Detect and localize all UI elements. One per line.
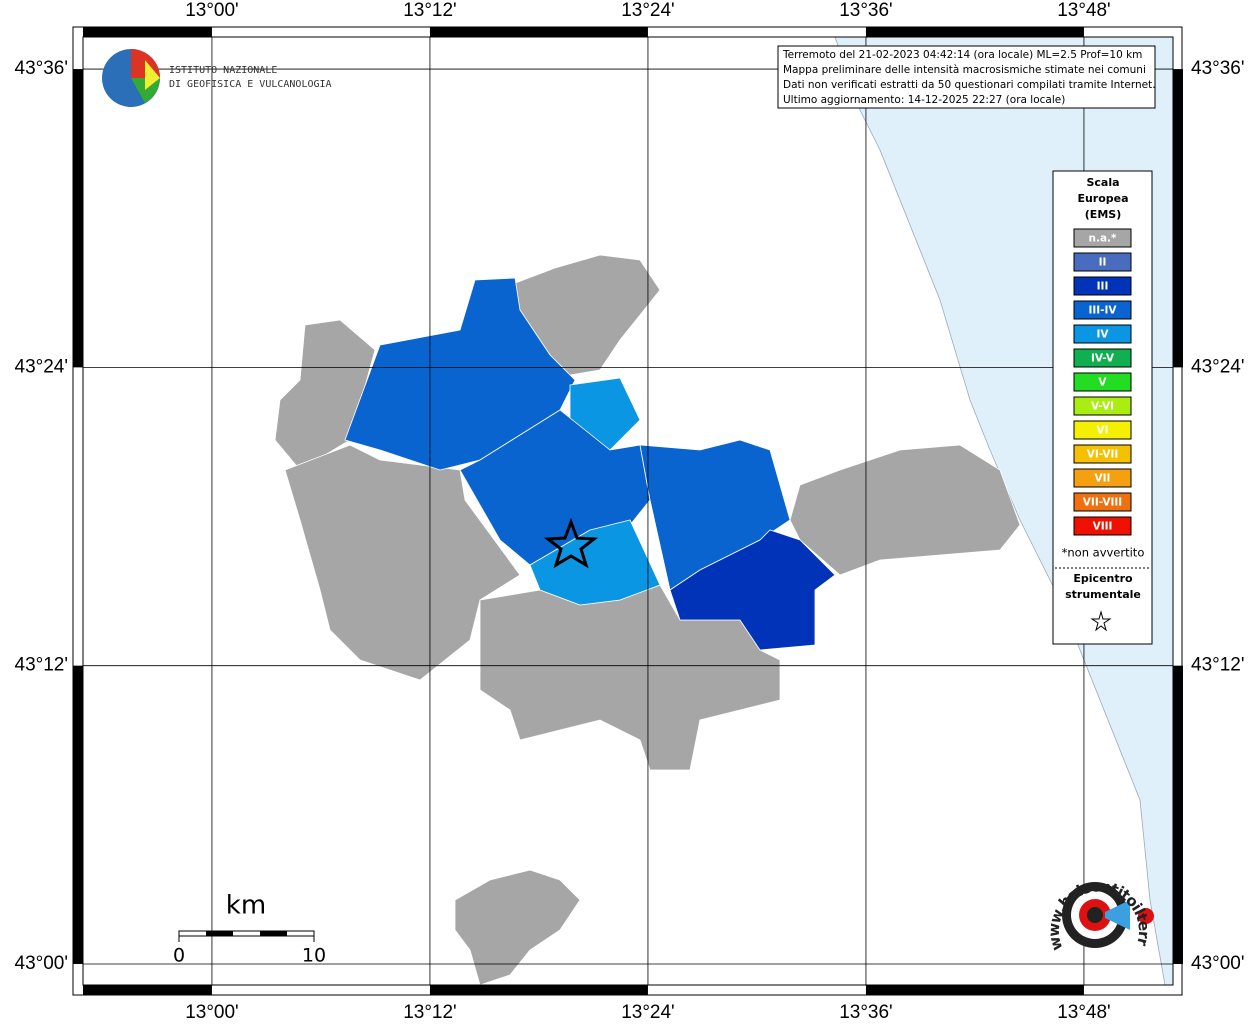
- frame-bar: [865, 27, 1084, 37]
- legend-star: [1090, 610, 1112, 632]
- lon-tick-label: 13°48': [1057, 0, 1111, 21]
- municipality: [454, 869, 581, 986]
- frame-bar: [429, 985, 648, 995]
- frame-bar: [73, 69, 83, 368]
- frame-bar: [429, 27, 648, 37]
- legend-swatch: [1073, 468, 1132, 488]
- lat-tick-label: 43°12': [15, 655, 69, 676]
- legend-label: n.a.*: [1088, 233, 1117, 245]
- lat-tick-label: 43°00': [1191, 953, 1245, 974]
- logo-ring: [1087, 907, 1103, 923]
- legend: Scala Europea (EMS) *non avvertito Epice…: [1052, 170, 1153, 645]
- frame-bar: [1173, 665, 1183, 964]
- lat-tick-label: 43°12': [1191, 655, 1245, 676]
- lat-tick-label: 43°24': [1191, 356, 1245, 377]
- logo-speaker: [1105, 900, 1130, 930]
- ingv-logo: ISTITUTO NAZIONALE DI GEOFISICA E VULCAN…: [102, 49, 332, 107]
- legend-swatch: [1073, 372, 1132, 392]
- info-line: Mappa preliminare delle intensità macros…: [783, 64, 1146, 76]
- frame-bar: [83, 985, 212, 995]
- legend-label: VI-VII: [1087, 449, 1119, 461]
- legend-label: III: [1097, 281, 1109, 293]
- frame-bar: [83, 27, 212, 37]
- legend-label: VII: [1095, 473, 1111, 485]
- scalebar: km 0 10: [173, 891, 326, 967]
- scalebar-label: 0: [173, 945, 185, 967]
- lon-tick-label: 13°24': [621, 0, 675, 21]
- legend-label: VIII: [1093, 521, 1113, 533]
- legend-swatch: [1073, 348, 1132, 368]
- info-line: Dati non verificati estratti da 50 quest…: [783, 79, 1156, 91]
- legend-note: *non avvertito: [1062, 546, 1145, 560]
- lon-tick-label: 13°12': [403, 1002, 457, 1023]
- legend-swatch: [1073, 252, 1132, 272]
- logo-text: DI GEOFISICA E VULCANOLOGIA: [169, 79, 332, 90]
- lon-tick-label: 13°12': [403, 0, 457, 21]
- scalebar-segment: [260, 931, 287, 936]
- lon-tick-label: 13°24': [621, 1002, 675, 1023]
- legend-swatch: [1073, 516, 1132, 536]
- municipality: [669, 529, 836, 651]
- legend-swatch: [1073, 492, 1132, 512]
- legend-epicenter: Epicentro: [1073, 572, 1133, 585]
- legend-label: VII-VIII: [1083, 497, 1122, 509]
- legend-label: VI: [1096, 425, 1108, 437]
- legend-label: V: [1098, 377, 1107, 389]
- info-box: Terremoto del 21-02-2023 04:42:14 (ora l…: [777, 45, 1156, 109]
- frame-bar: [1173, 69, 1183, 368]
- logo-segment: [131, 78, 160, 103]
- legend-title: Europea: [1077, 192, 1128, 205]
- legend-swatch: [1073, 444, 1132, 464]
- scalebar-label: 10: [302, 945, 326, 967]
- legend-swatch: [1073, 300, 1132, 320]
- legend-label: II: [1099, 257, 1107, 269]
- epicenter-star: [543, 517, 599, 569]
- frame-bar: [865, 985, 1084, 995]
- legend-title: (EMS): [1085, 208, 1121, 221]
- logo-dot: [1138, 908, 1154, 924]
- logo-text: ISTITUTO NAZIONALE: [169, 65, 277, 76]
- legend-label: III-IV: [1088, 305, 1117, 317]
- municipality: [529, 519, 661, 606]
- lon-tick-label: 13°36': [839, 1002, 893, 1023]
- logo-segment: [145, 60, 160, 90]
- legend-title: Scala: [1086, 176, 1119, 189]
- lat-tick-label: 43°00': [15, 953, 69, 974]
- lon-tick-label: 13°48': [1057, 1002, 1111, 1023]
- lat-tick-label: 43°24': [15, 356, 69, 377]
- legend-swatch: [1073, 276, 1132, 296]
- lon-tick-label: 13°00': [185, 1002, 239, 1023]
- info-frame: [777, 45, 1156, 109]
- lat-tick-label: 43°36': [1191, 58, 1245, 79]
- legend-epicenter: strumentale: [1065, 588, 1141, 601]
- lon-tick-label: 13°36': [839, 0, 893, 21]
- legend-label: IV: [1096, 329, 1109, 341]
- scalebar-frame: [178, 930, 315, 937]
- legend-swatch: [1073, 228, 1132, 248]
- lat-tick-label: 43°36': [15, 58, 69, 79]
- frame-bar: [73, 665, 83, 964]
- legend-swatch: [1073, 396, 1132, 416]
- legend-label: V-VI: [1091, 401, 1114, 413]
- info-line: Ultimo aggiornamento: 14-12-2025 22:27 (…: [783, 94, 1065, 106]
- legend-swatch: [1073, 420, 1132, 440]
- legend-swatch: [1073, 324, 1132, 344]
- scalebar-segment: [206, 931, 233, 936]
- lon-tick-label: 13°00': [185, 0, 239, 21]
- scalebar-unit: km: [226, 891, 266, 921]
- legend-label: IV-V: [1091, 353, 1115, 365]
- municipality: [284, 444, 521, 681]
- info-line: Terremoto del 21-02-2023 04:42:14 (ora l…: [782, 49, 1142, 61]
- municipality: [789, 444, 1021, 576]
